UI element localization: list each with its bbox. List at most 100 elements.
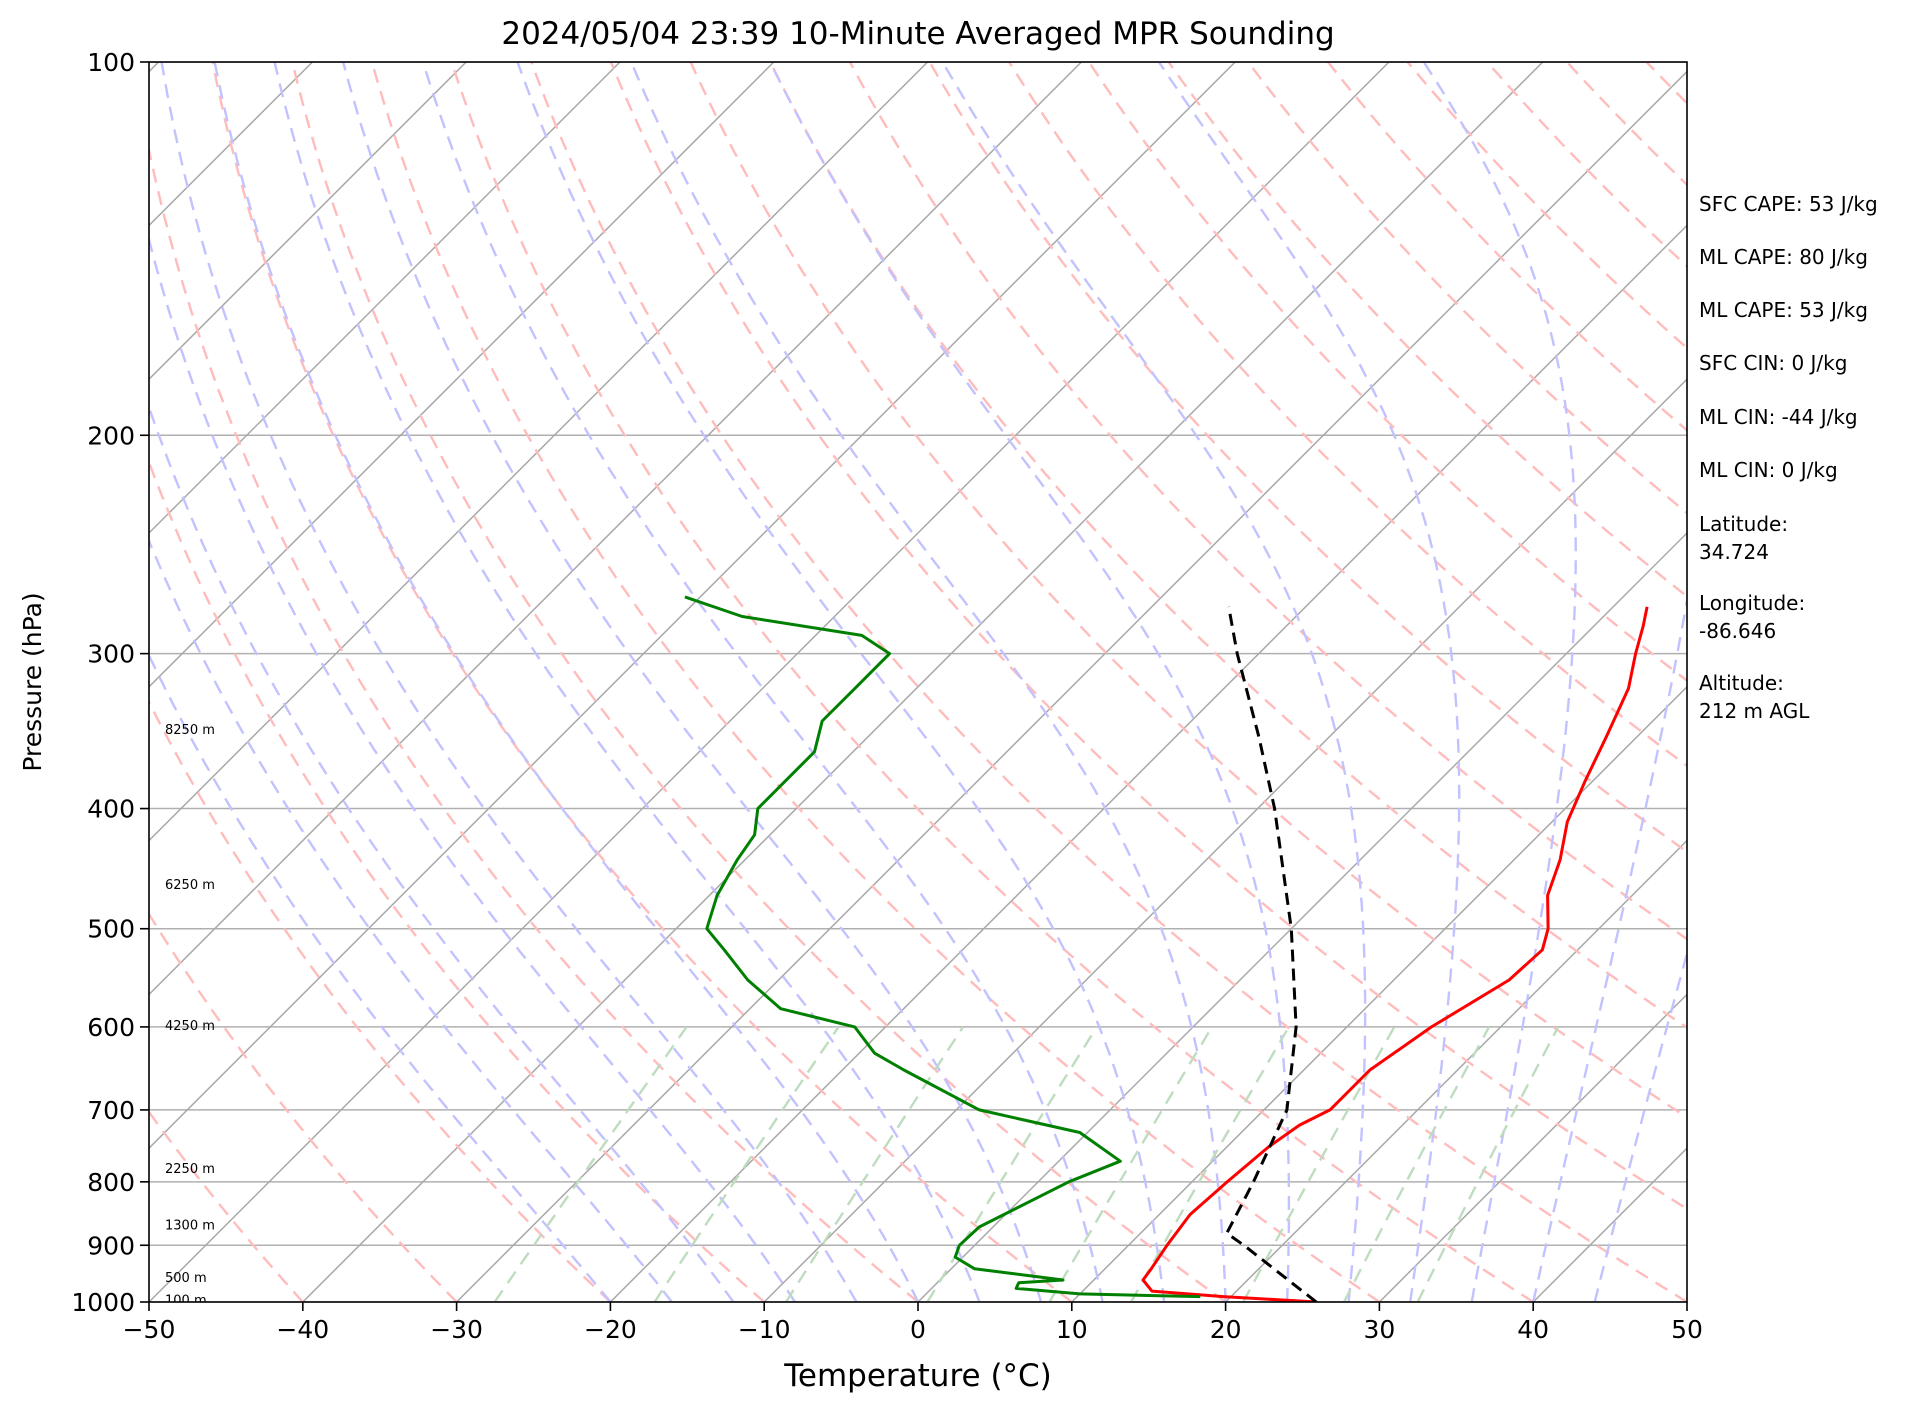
height-label: 1300 m — [165, 1219, 215, 1234]
x-axis-label: Temperature (°C) — [783, 1358, 1052, 1394]
isotherm-lines — [149, 62, 1687, 1302]
mixing-ratio-line — [1342, 1026, 1491, 1302]
y-tick-label: 100 — [87, 48, 135, 77]
sounding-parameter: SFC CIN: 0 J/kg — [1699, 351, 1847, 375]
y-tick-label: 700 — [87, 1096, 135, 1125]
moist-adiabat-lines — [149, 62, 1687, 1302]
mixing-ratio-line — [1048, 1026, 1213, 1302]
sounding-parameter: ML CIN: 0 J/kg — [1699, 458, 1838, 482]
moist-adiabat-line — [149, 537, 673, 1302]
dry-adiabat-line — [149, 144, 919, 1302]
sounding-parameter: Longitude: — [1699, 591, 1805, 615]
y-axis-label: Pressure (hPa) — [18, 592, 47, 771]
height-labels: 100 m 500 m 1300 m 2250 m 4250 m 6250 m 8250 m — [165, 723, 215, 1308]
x-tick-label: 0 — [910, 1315, 926, 1344]
sounding-parameter: 212 m AGL — [1699, 699, 1810, 723]
moist-adiabat-line — [273, 62, 981, 1302]
x-axis-ticks: −50 −40 −30 −20 −10 0 10 20 30 40 50 — [123, 1302, 1703, 1344]
dry-adiabat-line — [609, 62, 1687, 1211]
sounding-parameter: ML CAPE: 80 J/kg — [1699, 245, 1868, 269]
isotherm-line — [149, 62, 1390, 1302]
moist-adiabat-line — [160, 62, 858, 1302]
x-tick-label: −20 — [584, 1315, 637, 1344]
mixing-ratio-line — [653, 1026, 840, 1302]
dry-adiabat-line — [1326, 62, 1687, 432]
height-label: 4250 m — [165, 1019, 215, 1034]
moist-adiabat-line — [516, 62, 1166, 1302]
isotherm-line — [456, 70, 1687, 1302]
dry-adiabat-lines — [149, 62, 1687, 1302]
x-tick-label: 30 — [1363, 1315, 1395, 1344]
dry-adiabat-line — [689, 62, 1687, 1119]
height-label: 500 m — [165, 1271, 207, 1286]
sounding-parameter: Altitude: — [1699, 671, 1784, 695]
y-axis-ticks: 100 200 300 400 500 600 700 800 900 1000 — [71, 48, 149, 1317]
dry-adiabat-line — [848, 62, 1687, 941]
dry-adiabat-line — [769, 62, 1687, 1030]
moist-adiabat-line — [149, 234, 797, 1302]
dewpoint-trace — [684, 595, 1201, 1299]
y-tick-label: 200 — [87, 421, 135, 450]
moist-adiabat-line — [149, 403, 735, 1302]
chart-title: 2024/05/04 23:39 10-Minute Averaged MPR … — [501, 16, 1334, 52]
isotherm-line — [763, 378, 1687, 1302]
dry-adiabat-line — [370, 62, 1381, 1302]
moist-adiabat-line — [213, 62, 920, 1302]
isotherm-line — [149, 62, 1082, 996]
moist-adiabat-line — [1532, 594, 1687, 1302]
isotherm-line — [149, 62, 775, 688]
x-tick-label: −50 — [123, 1315, 176, 1344]
x-tick-label: −10 — [738, 1315, 791, 1344]
moist-adiabat-line — [1422, 62, 1578, 1302]
moist-adiabat-line — [341, 62, 1043, 1302]
x-tick-label: 50 — [1671, 1315, 1703, 1344]
isotherm-line — [609, 224, 1687, 1302]
y-tick-label: 800 — [87, 1168, 135, 1197]
sounding-parameter: Latitude: — [1699, 512, 1788, 536]
dry-adiabat-line — [450, 62, 1534, 1302]
temperature-trace — [1141, 606, 1649, 1302]
parcel-trace — [1225, 606, 1318, 1302]
height-label: 100 m — [165, 1293, 207, 1308]
dry-adiabat-line — [1247, 62, 1687, 515]
sounding-parameter: ML CIN: -44 J/kg — [1699, 405, 1858, 429]
sounding-traces — [684, 595, 1649, 1302]
y-tick-label: 500 — [87, 915, 135, 944]
y-tick-label: 300 — [87, 640, 135, 669]
height-label: 6250 m — [165, 878, 215, 893]
dry-adiabat-line — [1008, 62, 1687, 768]
dry-adiabat-line — [149, 458, 765, 1302]
mixing-ratio-line — [493, 1026, 688, 1302]
moist-adiabat-line — [149, 652, 612, 1302]
x-tick-label: 10 — [1056, 1315, 1088, 1344]
y-tick-label: 400 — [87, 795, 135, 824]
mixing-ratio-line — [784, 1026, 965, 1302]
dry-adiabat-line — [149, 699, 612, 1302]
mixing-ratio-line — [1416, 1026, 1560, 1302]
moist-adiabat-line — [941, 62, 1367, 1302]
moist-adiabat-line — [421, 62, 1104, 1302]
isotherm-line — [302, 62, 1544, 1302]
x-tick-label: −40 — [276, 1315, 329, 1344]
dry-adiabat-line — [530, 62, 1687, 1302]
sounding-parameter: 34.724 — [1699, 540, 1769, 564]
dry-adiabat-line — [1087, 62, 1687, 683]
sounding-parameter: SFC CAPE: 53 J/kg — [1699, 192, 1878, 216]
moist-adiabat-line — [1157, 62, 1461, 1302]
height-label: 8250 m — [165, 723, 215, 738]
isotherm-line — [149, 62, 621, 535]
y-tick-label: 900 — [87, 1231, 135, 1260]
moist-adiabat-line — [1593, 949, 1687, 1302]
isotherm-line — [1225, 839, 1687, 1302]
isotherm-line — [149, 62, 1236, 1150]
x-tick-label: 20 — [1210, 1315, 1242, 1344]
isotherm-line — [1378, 993, 1687, 1302]
isotherm-line — [149, 62, 467, 381]
x-tick-label: 40 — [1517, 1315, 1549, 1344]
isotherm-line — [917, 531, 1687, 1302]
x-tick-label: −30 — [430, 1315, 483, 1344]
height-label: 2250 m — [165, 1162, 215, 1177]
y-tick-label: 1000 — [71, 1288, 135, 1317]
